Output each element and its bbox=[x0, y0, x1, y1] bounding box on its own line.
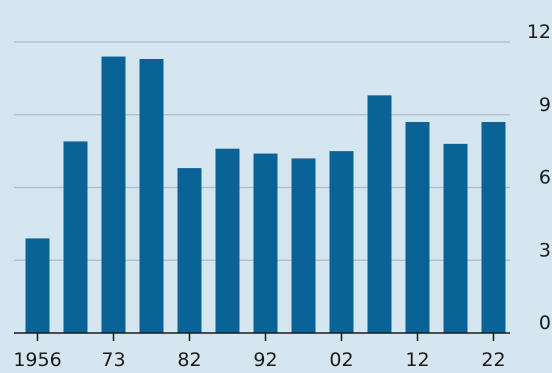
y-tick-label-12: 12 bbox=[527, 21, 551, 43]
bar-1 bbox=[63, 141, 88, 333]
bar-11 bbox=[443, 143, 468, 333]
bar-6 bbox=[253, 153, 278, 333]
bar-9 bbox=[367, 95, 392, 333]
x-tick-label-73: 73 bbox=[101, 349, 125, 371]
bar-5 bbox=[215, 148, 240, 333]
x-tick-label-82: 82 bbox=[177, 349, 201, 371]
bar-3 bbox=[139, 58, 164, 333]
bars bbox=[25, 56, 506, 334]
x-tick-label-92: 92 bbox=[253, 349, 277, 371]
x-tick-label-22: 22 bbox=[481, 349, 505, 371]
bar-2 bbox=[101, 56, 126, 334]
bar-0 bbox=[25, 238, 50, 333]
y-tick-label-3: 3 bbox=[539, 239, 551, 261]
bar-10 bbox=[405, 122, 430, 334]
bar-8 bbox=[329, 151, 354, 333]
bar-4 bbox=[177, 168, 202, 333]
bar-7 bbox=[291, 158, 316, 333]
y-axis-ticks: 0 3 6 9 12 bbox=[527, 21, 551, 334]
y-tick-label-0: 0 bbox=[539, 312, 551, 334]
bar-12 bbox=[481, 122, 506, 334]
y-tick-label-9: 9 bbox=[539, 94, 551, 116]
x-axis-ticks: 1956 73 82 92 02 12 22 bbox=[13, 349, 505, 371]
y-tick-label-6: 6 bbox=[539, 167, 551, 189]
x-tick-label-12: 12 bbox=[405, 349, 429, 371]
x-axis bbox=[14, 332, 510, 341]
x-tick-label-1956: 1956 bbox=[13, 349, 61, 371]
x-tick-label-02: 02 bbox=[329, 349, 353, 371]
